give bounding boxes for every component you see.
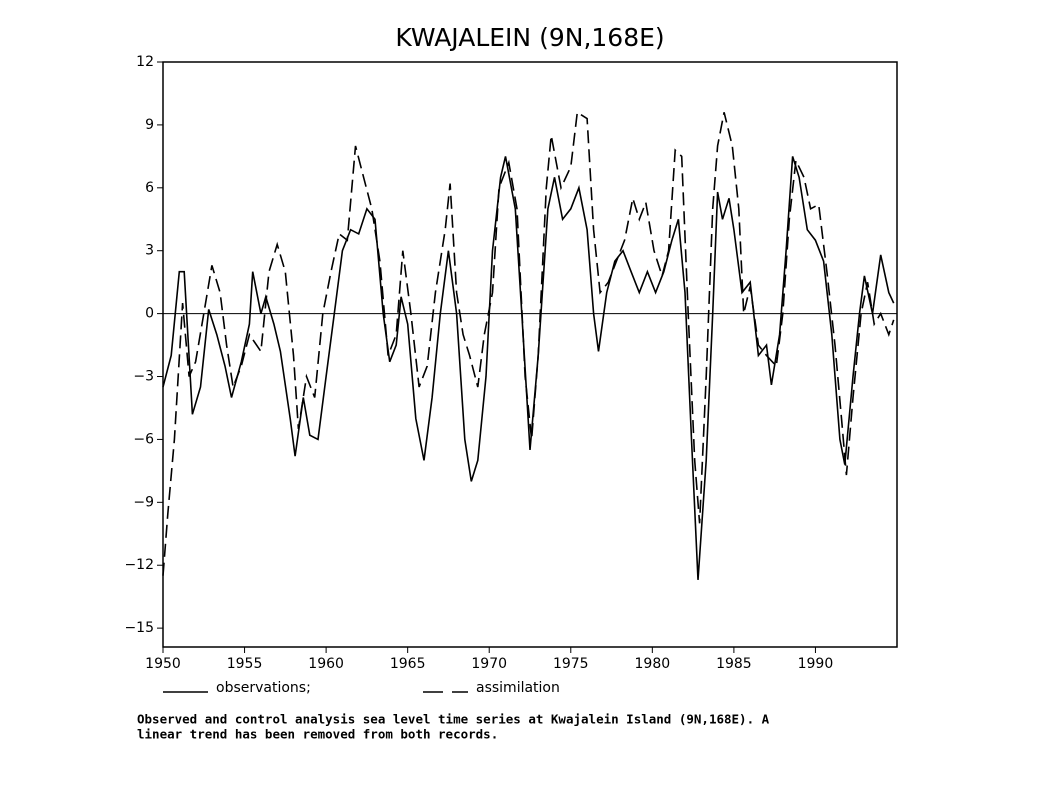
x-tick-label: 1975 xyxy=(553,656,589,672)
legend-label: assimilation xyxy=(476,680,560,696)
caption-line: Observed and control analysis sea level … xyxy=(137,712,770,727)
caption-line: linear trend has been removed from both … xyxy=(137,727,498,742)
y-tick-label: 0 xyxy=(145,306,154,322)
x-tick-label: 1970 xyxy=(471,656,507,672)
legend-label: observations; xyxy=(216,680,311,696)
x-tick-label: 1960 xyxy=(308,656,344,672)
x-tick-label: 1990 xyxy=(798,656,834,672)
y-tick-label: 12 xyxy=(136,54,154,70)
y-tick-label: −15 xyxy=(124,620,154,636)
y-tick-label: 3 xyxy=(145,243,154,259)
plot-frame xyxy=(162,61,898,648)
x-tick-label: 1955 xyxy=(227,656,263,672)
data-line xyxy=(162,156,895,580)
y-tick-label: −9 xyxy=(133,494,154,510)
data-line xyxy=(162,110,895,576)
x-tick-label: 1965 xyxy=(390,656,426,672)
y-tick-label: −6 xyxy=(133,431,154,447)
y-tick-label: −12 xyxy=(124,557,154,573)
y-tick-label: 9 xyxy=(145,117,154,133)
y-tick-label: 6 xyxy=(145,180,154,196)
x-tick-label: 1980 xyxy=(635,656,671,672)
y-tick-label: −3 xyxy=(133,369,154,385)
chart-title: KWAJALEIN (9N,168E) xyxy=(395,23,664,52)
x-tick-label: 1985 xyxy=(716,656,752,672)
x-tick-label: 1950 xyxy=(145,656,181,672)
